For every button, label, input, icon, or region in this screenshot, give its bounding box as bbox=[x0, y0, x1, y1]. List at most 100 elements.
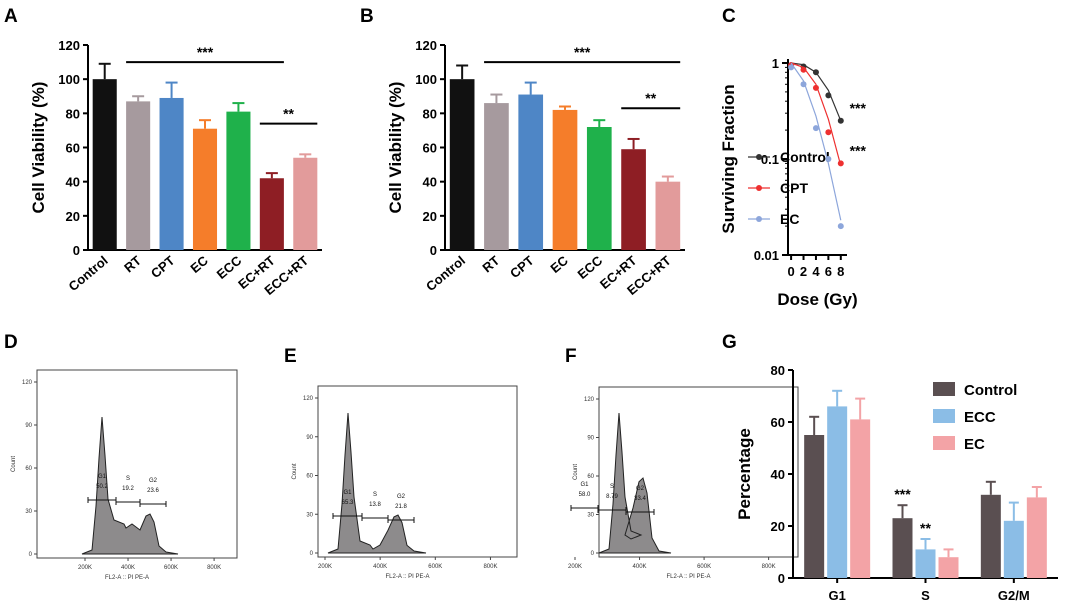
legend-marker bbox=[756, 216, 762, 222]
data-point-ec bbox=[812, 125, 819, 132]
y-tick-label: 40 bbox=[771, 467, 785, 482]
bar-ec-rt bbox=[259, 178, 284, 250]
data-point-cpt bbox=[837, 160, 844, 167]
panel-label: D bbox=[4, 332, 18, 353]
bar-ecc bbox=[586, 127, 612, 250]
y-tick-label: 120 bbox=[584, 397, 595, 403]
y-tick-label: 90 bbox=[587, 436, 594, 442]
x-tick-label: 4 bbox=[812, 264, 820, 279]
legend-marker bbox=[756, 185, 762, 191]
y-tick-label: 0 bbox=[310, 551, 314, 557]
gate-name-g2: G2 bbox=[397, 494, 406, 500]
y-tick-label: 30 bbox=[306, 512, 313, 518]
y-tick-label: 60 bbox=[587, 474, 594, 480]
gate-name-g2: G2 bbox=[636, 486, 645, 492]
y-tick-label: 100 bbox=[58, 72, 80, 87]
legend-marker bbox=[756, 154, 762, 160]
significance-label: ** bbox=[283, 106, 294, 122]
legend-label-control: Control bbox=[964, 382, 1017, 399]
bar-control-s bbox=[892, 518, 913, 578]
bar-ec-g1 bbox=[850, 419, 871, 578]
gate-value-g2: 33.4 bbox=[634, 496, 646, 502]
gate-name-g1: G1 bbox=[580, 482, 589, 488]
panel-label: F bbox=[565, 346, 577, 367]
bar-rt bbox=[484, 103, 509, 250]
y-tick-label: 20 bbox=[771, 519, 785, 534]
data-point-ec bbox=[788, 64, 795, 71]
gate-name-s: S bbox=[126, 476, 130, 482]
panel-b: B 0 20 40 60 80 100 120 Cell Viability (%) Contro… bbox=[360, 6, 685, 298]
y-tick-label: 80 bbox=[771, 363, 785, 378]
y-tick-label: 60 bbox=[25, 466, 32, 472]
significance-label: *** bbox=[574, 44, 591, 60]
bar-ecc-rt bbox=[293, 157, 318, 250]
bar-control bbox=[449, 79, 475, 251]
bar-ec-rt bbox=[621, 149, 646, 250]
x-tick-label: G1 bbox=[828, 588, 845, 603]
x-tick-label: RT bbox=[479, 253, 502, 276]
panel-label: A bbox=[4, 6, 18, 27]
x-axis-title: FL2-A :: PI PE-A bbox=[385, 574, 429, 580]
x-tick-label: 800K bbox=[483, 564, 497, 570]
fit-curve-cpt bbox=[790, 62, 842, 166]
y-tick-label: 0 bbox=[29, 552, 33, 558]
bar-ec bbox=[192, 128, 218, 250]
dna-content-histogram bbox=[327, 412, 427, 554]
bar-control-g1 bbox=[804, 435, 825, 578]
legend-swatch-control bbox=[933, 382, 955, 396]
y-axis-title: Cell Viability (%) bbox=[386, 82, 405, 214]
y-tick-label: 100 bbox=[415, 72, 437, 87]
y-tick-label: 0 bbox=[778, 571, 785, 586]
gate-name-s: S bbox=[610, 484, 614, 490]
y-tick-label: 60 bbox=[306, 474, 313, 480]
x-tick-label: 200K bbox=[318, 564, 332, 570]
y-tick-label: 1 bbox=[772, 56, 779, 71]
y-axis-title: Count bbox=[292, 463, 298, 479]
y-tick-label: 0.01 bbox=[754, 248, 779, 263]
y-tick-label: 40 bbox=[66, 175, 80, 190]
bar-control bbox=[92, 79, 117, 251]
y-tick-label: 60 bbox=[771, 415, 785, 430]
y-tick-label: 0.1 bbox=[761, 152, 779, 167]
panel-a: A 0 20 40 60 80 100 120 Cell Viability (%) Contro… bbox=[4, 6, 322, 298]
x-tick-label: Control bbox=[66, 253, 111, 294]
data-point-ec bbox=[800, 81, 807, 88]
legend-swatch-ecc bbox=[933, 409, 955, 423]
bar-ec bbox=[552, 109, 578, 251]
x-tick-label: 400K bbox=[121, 565, 135, 571]
gate-name-s: S bbox=[373, 492, 377, 498]
x-axis-title: FL2-A :: PI PE-A bbox=[666, 574, 710, 580]
y-tick-label: 80 bbox=[423, 106, 437, 121]
x-tick-label: 800K bbox=[762, 564, 776, 570]
panel-c: C 0.01 0.1 1 0 2 4 6 8 Dose (Gy) Surviving Fractio… bbox=[719, 6, 867, 309]
x-tick-label: 0 bbox=[787, 264, 794, 279]
y-tick-label: 120 bbox=[303, 396, 314, 402]
legend-label-cpt: CPT bbox=[780, 180, 808, 196]
data-point-control bbox=[812, 69, 819, 76]
plot-frame bbox=[317, 385, 518, 558]
x-axis-title: Dose (Gy) bbox=[777, 290, 857, 309]
plot-frame bbox=[598, 386, 799, 558]
bar-control-g2-m bbox=[980, 494, 1001, 578]
data-point-ec bbox=[825, 156, 832, 162]
x-tick-label: CPT bbox=[148, 253, 178, 281]
x-tick-label: 6 bbox=[825, 264, 832, 279]
y-tick-label: 90 bbox=[25, 423, 32, 429]
x-tick-label: 800K bbox=[207, 565, 221, 571]
x-tick-label: 400K bbox=[373, 564, 387, 570]
gate-name-g1: G1 bbox=[343, 490, 352, 496]
data-point-control bbox=[837, 117, 844, 124]
x-tick-label: CPT bbox=[507, 253, 537, 281]
bar-cpt bbox=[159, 97, 184, 250]
data-point-ec bbox=[837, 223, 844, 230]
y-tick-label: 0 bbox=[430, 243, 437, 258]
significance-label: ** bbox=[920, 520, 931, 536]
y-tick-label: 0 bbox=[591, 551, 595, 557]
bar-ecc bbox=[226, 111, 251, 250]
data-point-cpt bbox=[800, 66, 807, 73]
y-tick-label: 90 bbox=[306, 435, 313, 441]
